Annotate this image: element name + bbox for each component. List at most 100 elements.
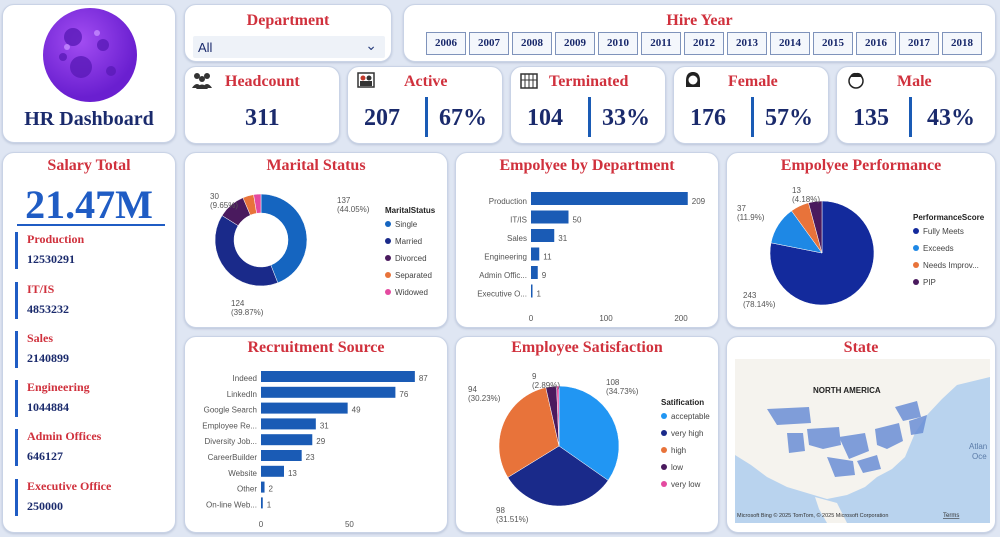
bar-category-label: Production xyxy=(489,197,527,206)
year-button-2015[interactable]: 2015 xyxy=(813,32,853,55)
workers-icon xyxy=(356,71,376,94)
chart-title: Empolyee by Department xyxy=(499,157,675,174)
legend-marker xyxy=(661,413,667,419)
year-button-2006[interactable]: 2006 xyxy=(426,32,466,55)
year-button-2009[interactable]: 2009 xyxy=(555,32,595,55)
female-card: Female 176 57% xyxy=(673,66,829,144)
legend-marker xyxy=(913,228,919,234)
bar-category-label: Executive O... xyxy=(477,290,527,299)
bar-category-label: Other xyxy=(237,485,257,494)
bar-category-label: Indeed xyxy=(233,374,257,383)
x-tick-label: 200 xyxy=(674,314,688,323)
satisfaction-pie-chart: Satification acceptable very high high low ve… xyxy=(468,372,710,524)
legend-marker xyxy=(661,447,667,453)
bar-category-label: Google Search xyxy=(204,406,257,415)
recruitment-bar-chart: Indeed 87 LinkedIn 76 Google Search 49 Employe… xyxy=(202,371,428,529)
chart-title: Empolyee Performance xyxy=(780,157,942,174)
data-label-count: 98 xyxy=(496,506,505,515)
pie-slice xyxy=(507,445,609,507)
kpi-divider xyxy=(751,97,754,137)
x-tick-label: 0 xyxy=(529,314,534,323)
year-button-2017[interactable]: 2017 xyxy=(899,32,939,55)
legend-label: high xyxy=(671,446,686,455)
data-label-count: 108 xyxy=(606,378,620,387)
female-icon xyxy=(684,71,702,96)
headcount-label: Headcount xyxy=(225,73,300,90)
terms-link[interactable]: Terms xyxy=(943,513,959,519)
people-icon xyxy=(191,71,213,94)
year-button-2014[interactable]: 2014 xyxy=(770,32,810,55)
map-state-region xyxy=(807,427,841,449)
bar-value-label: 87 xyxy=(419,374,428,383)
performance-pie-chart: PerformanceScore Fully Meets Exceeds Needs … xyxy=(737,186,985,309)
marital-status-chart: MaritalStatus Single Married Divorced Separa… xyxy=(210,192,436,317)
bar-category-label: Website xyxy=(228,469,257,478)
legend-marker xyxy=(913,262,919,268)
year-button-2007[interactable]: 2007 xyxy=(469,32,509,55)
data-label-count: 13 xyxy=(792,186,801,195)
legend-label: very low xyxy=(671,480,701,489)
male-percent: 43% xyxy=(927,105,975,131)
department-slicer: Department All ⌄ xyxy=(184,4,392,62)
marital-status-card: Marital Status MaritalStatus Single Marrie… xyxy=(184,152,448,328)
map-states xyxy=(767,401,927,477)
map-land xyxy=(735,359,990,499)
female-label: Female xyxy=(728,73,778,90)
male-label: Male xyxy=(897,73,932,90)
bar-value-label: 31 xyxy=(320,421,329,430)
legend-label: acceptable xyxy=(671,412,710,421)
legend-label: low xyxy=(671,463,683,472)
department-dropdown[interactable]: All ⌄ xyxy=(193,36,385,58)
legend-label: PIP xyxy=(923,278,936,287)
bar xyxy=(531,247,540,261)
legend-label: Divorced xyxy=(395,254,427,263)
moon-logo-icon xyxy=(43,8,137,102)
year-button-2010[interactable]: 2010 xyxy=(598,32,638,55)
legend-label: Exceeds xyxy=(923,244,954,253)
headcount-value: 311 xyxy=(245,105,280,131)
terminated-label: Terminated xyxy=(549,73,629,90)
hire-year-slicer: Hire Year 2006 2007 2008 2009 2010 2011 … xyxy=(403,4,996,62)
data-label-count: 243 xyxy=(743,291,757,300)
salary-item-value: 646127 xyxy=(27,449,63,463)
year-button-2008[interactable]: 2008 xyxy=(512,32,552,55)
x-tick-label: 0 xyxy=(259,520,264,529)
terminated-value: 104 xyxy=(527,105,563,131)
salary-item-value: 2140899 xyxy=(27,351,69,365)
salary-item: Sales 2140899 xyxy=(15,331,69,368)
data-label-count: 37 xyxy=(737,204,746,213)
data-label-percent: (9.65%) xyxy=(210,201,238,210)
map-land xyxy=(815,497,847,523)
pie-slice xyxy=(498,387,560,478)
salary-item-value: 1044884 xyxy=(27,400,69,414)
bar-value-label: 1 xyxy=(537,290,542,299)
bar xyxy=(531,229,555,242)
bar-category-label: IT/IS xyxy=(510,216,527,225)
legend-label: Needs Improv... xyxy=(923,261,979,270)
year-button-2011[interactable]: 2011 xyxy=(641,32,681,55)
year-button-2016[interactable]: 2016 xyxy=(856,32,896,55)
region-label: NORTH AMERICA xyxy=(813,386,881,395)
state-map[interactable]: NORTH AMERICA Atlan Oce Microsoft Bing ©… xyxy=(727,337,997,534)
data-label-percent: (4.18%) xyxy=(792,195,820,204)
bar xyxy=(531,266,538,279)
data-label-count: 9 xyxy=(532,372,537,381)
female-value: 176 xyxy=(690,105,726,131)
salary-item: Admin Offices 646127 xyxy=(15,429,101,466)
year-button-2018[interactable]: 2018 xyxy=(942,32,982,55)
bar-value-label: 29 xyxy=(316,437,325,446)
salary-item-name: Executive Office xyxy=(27,479,112,493)
map-state-region xyxy=(895,401,921,421)
chart-title: Employee Satisfaction xyxy=(511,339,663,356)
male-icon xyxy=(847,71,865,96)
chart-title: Recruitment Source xyxy=(247,339,385,356)
year-button-2013[interactable]: 2013 xyxy=(727,32,767,55)
chevron-down-icon: ⌄ xyxy=(365,37,377,53)
chart-title: State xyxy=(843,339,879,356)
salary-item: IT/IS 4853232 xyxy=(15,282,69,319)
salary-item-value: 4853232 xyxy=(27,302,69,316)
bar-value-label: 9 xyxy=(542,271,547,280)
year-button-2012[interactable]: 2012 xyxy=(684,32,724,55)
pie-slice xyxy=(808,200,823,254)
